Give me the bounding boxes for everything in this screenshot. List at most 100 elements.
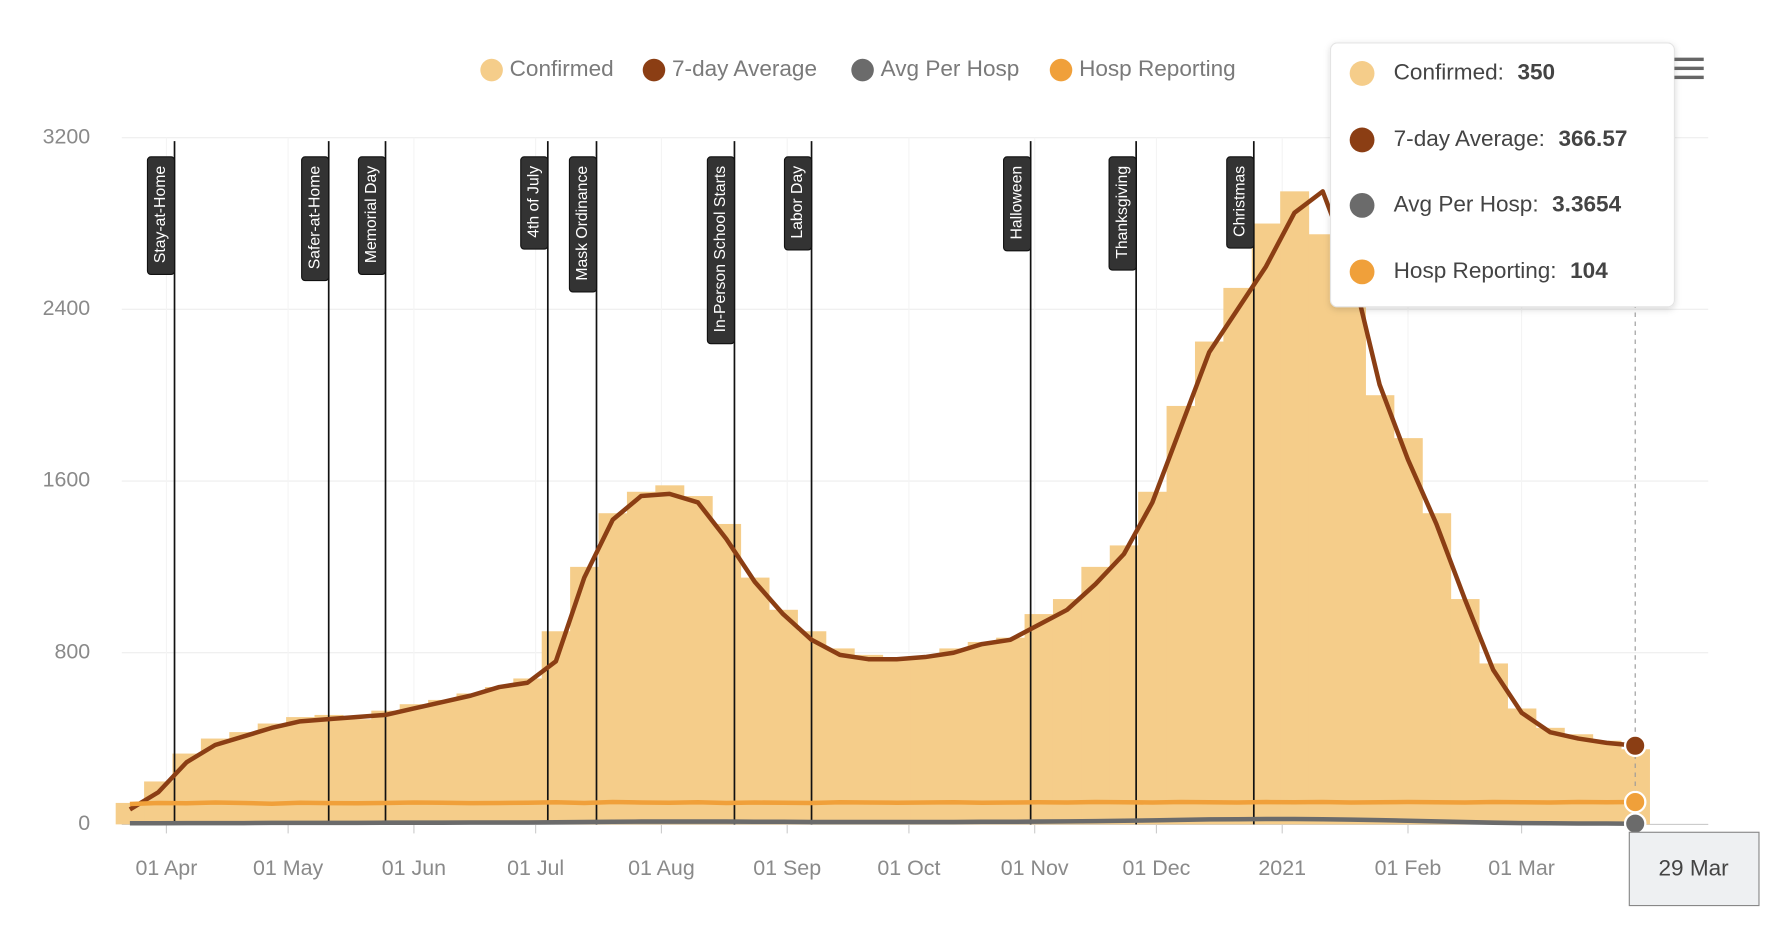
bar — [1251, 223, 1281, 825]
event-label-box — [1003, 156, 1032, 252]
tooltip-row: Hosp Reporting: 104 — [1394, 258, 1609, 283]
event-label: Labor Day — [789, 166, 806, 239]
bar — [1138, 491, 1168, 825]
x-tick-label: 01 Feb — [1375, 856, 1442, 880]
tooltip-value: 366.57 — [1558, 126, 1627, 151]
bar — [1422, 513, 1452, 825]
bar — [1478, 663, 1508, 825]
y-tick-label: 0 — [78, 811, 90, 835]
legend-label: Hosp Reporting — [1079, 56, 1236, 81]
y-tick-label: 800 — [54, 639, 90, 663]
bar — [1109, 545, 1139, 825]
crosshair-label-box — [1628, 831, 1760, 907]
event-label-box — [1108, 156, 1137, 271]
event-label-box — [706, 156, 736, 345]
x-tick-label: 01 Sep — [753, 856, 821, 880]
bar — [286, 717, 316, 825]
bar — [768, 609, 798, 825]
legend-label: 7-day Average — [672, 56, 817, 81]
bar — [1280, 191, 1310, 825]
bar — [854, 654, 884, 825]
bar — [1081, 566, 1111, 825]
bar — [1052, 599, 1082, 825]
bar — [598, 513, 628, 825]
x-tick-label: 01 Nov — [1001, 856, 1069, 880]
bar — [1024, 614, 1054, 825]
legend-label: Confirmed — [510, 56, 614, 81]
bar — [1308, 234, 1338, 825]
bar — [910, 657, 940, 825]
bar — [967, 641, 997, 825]
event-label: Christmas — [1231, 166, 1248, 237]
y-tick-label: 2400 — [43, 296, 91, 320]
bar — [683, 496, 713, 825]
tooltip-value: 3.3654 — [1552, 191, 1621, 216]
legend-marker — [851, 58, 874, 82]
bar — [1365, 395, 1395, 825]
tooltip-row: Avg Per Hosp: 3.3654 — [1394, 191, 1622, 216]
legend-label: Avg Per Hosp — [881, 56, 1020, 81]
bar — [428, 699, 458, 825]
tooltip-marker — [1349, 259, 1375, 285]
x-tick-label: 01 Apr — [135, 856, 197, 880]
tooltip-value: 104 — [1570, 258, 1608, 283]
x-tick-label: 01 Aug — [628, 856, 695, 880]
event-label: Safer-at-Home — [306, 166, 323, 270]
bar — [257, 723, 287, 825]
crosshair-label: 29 Mar — [1658, 855, 1729, 880]
bar — [825, 648, 855, 825]
legend-marker — [480, 58, 503, 82]
tooltip-label: Hosp Reporting: — [1394, 258, 1557, 283]
tooltip — [1329, 42, 1675, 308]
x-tick-label: 01 Jul — [507, 856, 564, 880]
tooltip-label: 7-day Average: — [1394, 126, 1545, 151]
bar — [939, 648, 969, 825]
bar — [1535, 727, 1565, 825]
line — [128, 189, 1636, 812]
bar — [1450, 599, 1480, 825]
event-label-box — [520, 156, 549, 250]
event-label-box — [1226, 156, 1255, 249]
bar — [996, 637, 1026, 825]
x-tick-label: 01 Oct — [877, 856, 940, 880]
bar — [172, 753, 202, 825]
line — [129, 816, 1636, 826]
event-label-box — [357, 156, 387, 275]
tooltip-label: Avg Per Hosp: — [1394, 191, 1539, 216]
event-label: In-Person School Starts — [712, 166, 729, 333]
bar — [342, 719, 372, 825]
event-label-box — [301, 156, 330, 282]
y-tick-label: 1600 — [43, 468, 91, 492]
tooltip-label: Confirmed: — [1394, 59, 1504, 84]
legend-marker — [1049, 58, 1073, 82]
event-label: Thanksgiving — [1114, 166, 1131, 259]
event-label: Halloween — [1008, 166, 1025, 240]
bar — [626, 491, 656, 825]
bar — [229, 732, 259, 825]
event-label-box — [783, 156, 813, 251]
bar — [1393, 438, 1423, 825]
bar — [513, 678, 543, 825]
tooltip-value: 350 — [1517, 59, 1555, 84]
event-label-box — [568, 156, 598, 293]
bar — [655, 485, 685, 825]
bar — [1336, 298, 1366, 825]
x-tick-label: 01 Dec — [1123, 856, 1191, 880]
hover-marker — [1623, 812, 1647, 835]
bar — [1166, 405, 1196, 825]
bar — [712, 523, 742, 825]
tooltip-marker — [1349, 61, 1375, 86]
tooltip-row: 7-day Average: 366.57 — [1394, 126, 1628, 151]
tooltip-marker — [1349, 127, 1375, 153]
x-tick-label: 01 Jun — [382, 856, 446, 880]
x-tick-label: 01 Mar — [1488, 856, 1555, 880]
event-label: 4th of July — [525, 166, 542, 238]
bar — [882, 657, 912, 825]
menu-icon[interactable] — [1674, 57, 1704, 80]
y-tick-label: 3200 — [43, 124, 91, 148]
line — [129, 799, 1636, 807]
x-tick-label: 2021 — [1258, 856, 1306, 880]
tooltip-row: Confirmed: 350 — [1394, 59, 1555, 84]
bar — [1194, 341, 1224, 825]
bar — [1223, 287, 1253, 825]
